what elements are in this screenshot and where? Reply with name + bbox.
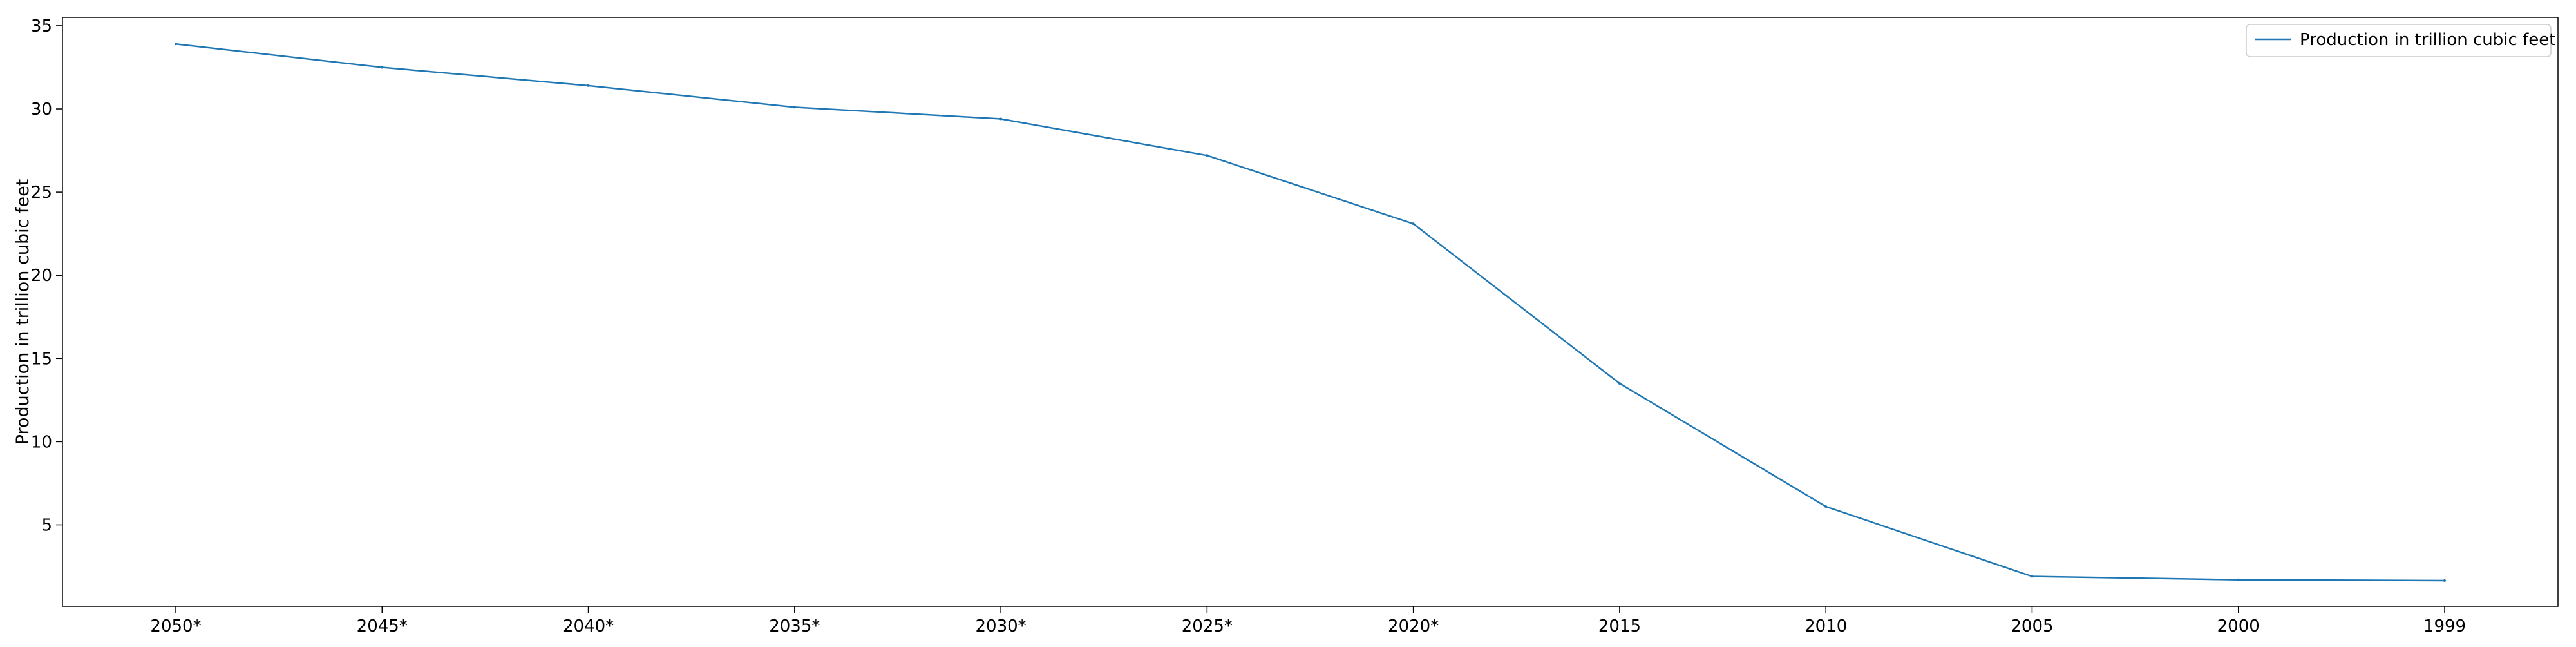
x-tick-label: 2030* [976,617,1027,636]
x-tick-label: 2025* [1182,617,1233,636]
data-point [793,106,796,109]
x-tick-label: 2000 [2217,617,2260,636]
data-point [1824,505,1828,508]
y-axis-ticks: 5 10 15 20 25 30 35 [31,17,62,535]
y-tick-label: 15 [31,349,52,369]
legend-box [2246,24,2552,57]
x-tick-label: 2040* [563,617,614,636]
data-point [175,43,177,46]
x-tick-label: 2045* [357,617,408,636]
x-tick-label: 2015 [1598,617,1641,636]
y-tick-label: 30 [31,100,52,119]
data-point [1618,382,1621,385]
y-tick-label: 35 [31,17,52,36]
legend: Production in trillion cubic feet [2246,24,2555,57]
y-tick-label: 5 [41,516,52,535]
data-point [1206,154,1209,157]
data-point [1412,222,1415,226]
data-point [2237,578,2240,581]
data-point [2443,579,2446,582]
y-tick-label: 10 [31,432,52,452]
x-tick-label: 2005 [2011,617,2053,636]
plot-area [62,17,2559,607]
x-tick-label: 2010 [1804,617,1847,636]
y-tick-label: 20 [31,266,52,285]
x-tick-label: 2035* [769,617,820,636]
y-tick-label: 25 [31,183,52,202]
data-point [2031,575,2034,578]
x-axis-ticks: 2050* 2045* 2040* 2035* 2030* 2025* 2020* 2015 2… [150,606,2466,636]
series-line [175,43,2445,582]
x-tick-label: 2020* [1388,617,1439,636]
data-point [999,117,1003,121]
y-axis-label: Production in trillion cubic feet [13,179,33,445]
data-point [587,84,590,87]
data-point [381,66,384,69]
x-tick-label: 1999 [2423,617,2466,636]
series-layer [175,43,2446,582]
x-tick-label: 2050* [150,617,201,636]
legend-label: Production in trillion cubic feet [2300,30,2555,50]
